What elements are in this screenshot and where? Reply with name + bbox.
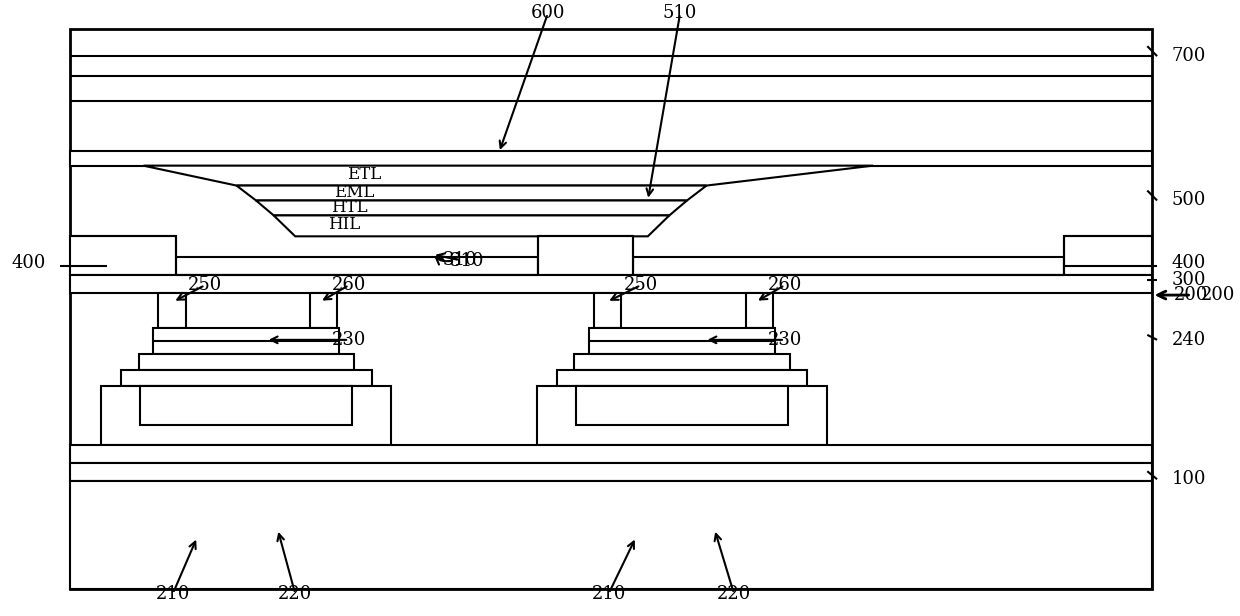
Bar — [69, 481, 1152, 589]
Bar — [69, 237, 176, 275]
Bar — [557, 370, 807, 386]
Polygon shape — [255, 200, 687, 216]
Bar — [102, 386, 391, 445]
Bar — [157, 293, 186, 328]
Text: 240: 240 — [1172, 331, 1207, 349]
Bar — [107, 257, 538, 275]
Bar — [310, 293, 337, 328]
Text: EML: EML — [334, 184, 374, 201]
Text: 500: 500 — [1172, 192, 1207, 209]
Text: 510: 510 — [663, 4, 697, 22]
Text: 400: 400 — [1172, 254, 1207, 272]
Text: 210: 210 — [591, 585, 626, 602]
Text: 220: 220 — [278, 585, 312, 602]
Bar — [577, 386, 787, 426]
Text: 100: 100 — [1172, 470, 1207, 488]
Bar — [69, 30, 1152, 589]
Text: HTL: HTL — [331, 199, 367, 216]
Text: 220: 220 — [717, 585, 751, 602]
Text: 400: 400 — [11, 254, 46, 272]
Bar — [537, 386, 827, 445]
Text: 310: 310 — [443, 251, 477, 269]
Polygon shape — [144, 166, 873, 185]
Text: 200: 200 — [1202, 286, 1235, 304]
Bar — [120, 370, 372, 386]
Bar — [154, 328, 340, 354]
Text: 600: 600 — [531, 4, 565, 22]
Text: 200: 200 — [1174, 286, 1209, 304]
Bar — [1064, 237, 1152, 275]
Bar — [574, 354, 790, 370]
Text: 700: 700 — [1172, 47, 1207, 65]
Text: HIL: HIL — [329, 216, 361, 233]
Bar — [745, 293, 774, 328]
Bar — [69, 463, 1152, 481]
Text: 210: 210 — [155, 585, 190, 602]
Bar — [589, 328, 775, 354]
Text: 230: 230 — [332, 331, 366, 349]
Text: 310: 310 — [449, 252, 484, 270]
Bar — [139, 354, 353, 370]
Text: 250: 250 — [188, 276, 222, 294]
Text: ETL: ETL — [347, 166, 381, 183]
Text: 250: 250 — [624, 276, 658, 294]
Bar — [69, 151, 1152, 166]
Text: 230: 230 — [768, 331, 802, 349]
Polygon shape — [274, 216, 670, 237]
Text: 260: 260 — [332, 276, 366, 294]
Bar — [140, 386, 352, 426]
Bar — [69, 275, 1152, 293]
Bar — [634, 257, 1064, 275]
Text: 300: 300 — [1172, 271, 1207, 289]
Polygon shape — [237, 185, 707, 200]
Bar — [538, 237, 634, 275]
Bar — [594, 293, 621, 328]
Text: 260: 260 — [768, 276, 802, 294]
Bar — [69, 445, 1152, 463]
